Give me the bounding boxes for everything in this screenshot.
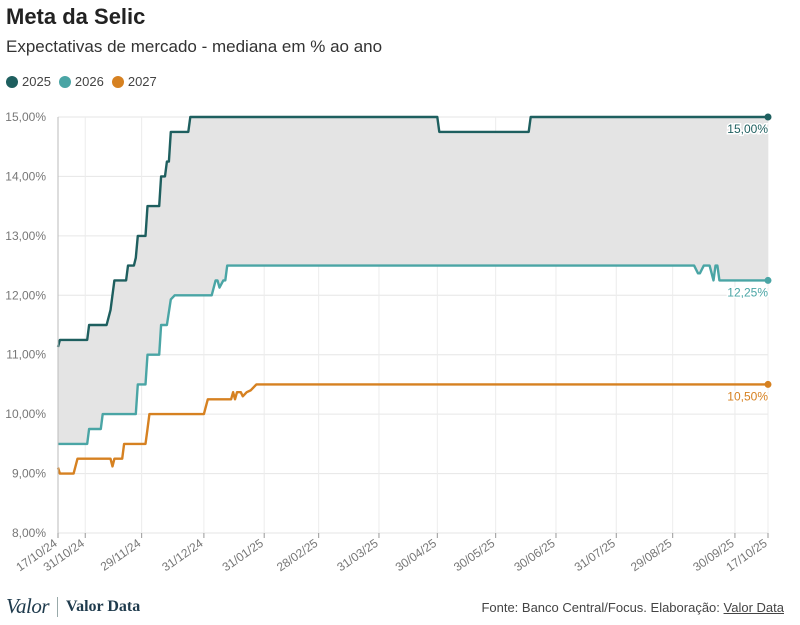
legend-label-2027: 2027 [127, 74, 157, 89]
range-band [58, 117, 768, 444]
legend-label-2026: 2026 [74, 74, 104, 89]
end-label-2027: 10,50% [727, 389, 768, 403]
y-tick-label: 13,00% [5, 229, 46, 243]
logo-separator [57, 596, 59, 617]
x-tick-label: 30/05/25 [451, 536, 498, 574]
line-chart: 15,00% 12,25% 10,50% 8,00% 9,00% 10,00% 11,00… [5, 110, 772, 574]
x-tick-label: 31/01/25 [220, 536, 267, 574]
x-tick-label: 31/07/25 [572, 536, 619, 574]
legend-label-2025: 2025 [22, 74, 51, 89]
x-tick-label: 31/03/25 [334, 536, 381, 574]
y-tick-label: 9,00% [12, 467, 46, 481]
series-line-2027 [56, 383, 768, 475]
legend-item-2027: 2027 [111, 74, 157, 89]
y-tick-label: 14,00% [5, 169, 46, 183]
x-tick-label: 29/08/25 [628, 536, 675, 574]
source-text: Fonte: Banco Central/Focus. Elaboração: [481, 600, 720, 615]
chart-subtitle: Expectativas de mercado - mediana em % a… [6, 37, 383, 56]
x-tick-label: 31/12/24 [159, 536, 206, 574]
series-line-2025 [56, 115, 768, 348]
legend-item-2026: 2026 [58, 74, 104, 89]
series-line-2026 [58, 264, 768, 446]
legend-swatch-2026 [58, 75, 71, 88]
source-note: Fonte: Banco Central/Focus. Elaboração: … [481, 600, 784, 615]
footer: Valor Valor Data Fonte: Banco Central/Fo… [0, 592, 800, 622]
y-tick-label: 12,00% [5, 288, 46, 302]
x-tick-label: 28/02/25 [274, 536, 321, 574]
end-label-2025: 15,00% [727, 122, 768, 136]
chart-title: Meta da Selic [6, 4, 146, 29]
legend-swatch-2025 [6, 75, 18, 88]
source-link[interactable]: Valor Data [723, 600, 784, 615]
legend-item-2025: 2025 [6, 74, 51, 89]
x-tick-label: 29/11/24 [98, 536, 144, 574]
y-axis: 8,00% 9,00% 10,00% 11,00% 12,00% 13,00% 14,00%… [5, 110, 46, 540]
y-tick-label: 11,00% [6, 348, 46, 362]
y-tick-label: 8,00% [12, 526, 46, 540]
series-layer: 15,00% 12,25% 10,50% [56, 113, 772, 475]
y-tick-label: 15,00% [5, 110, 46, 124]
x-tick-label: 30/04/25 [393, 536, 440, 574]
y-tick-label: 10,00% [5, 407, 46, 421]
end-marker-2026 [764, 276, 772, 284]
valor-logo: Valor Valor Data [6, 594, 140, 619]
x-tick-label: 30/06/25 [511, 536, 558, 574]
legend: 2025 2026 2027 [6, 74, 165, 89]
end-marker-2025 [764, 113, 772, 121]
end-marker-2027 [764, 380, 772, 388]
end-label-2026: 12,25% [727, 285, 768, 299]
logo-valor: Valor [6, 594, 50, 618]
legend-swatch-2027 [111, 75, 124, 88]
logo-valor-data: Valor Data [66, 597, 141, 615]
